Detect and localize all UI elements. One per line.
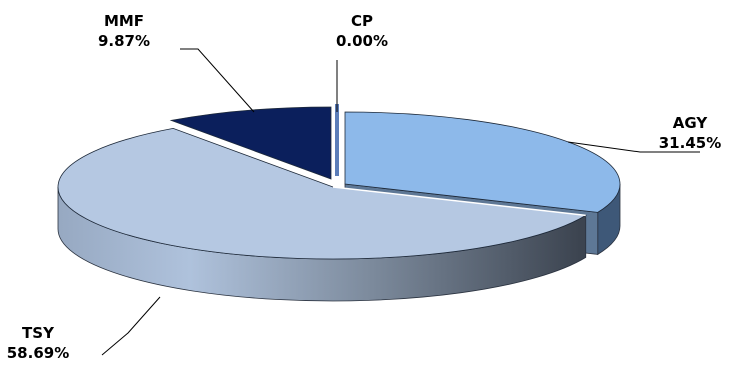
- slice-value-mmf: 9.87%: [98, 32, 150, 50]
- leader-line-tsy: [101, 296, 161, 356]
- slice-name-agy: AGY: [673, 114, 709, 132]
- pie-slice-edge-tsy: [332, 186, 586, 217]
- pie-slice-mmf: [169, 106, 332, 180]
- slice-value-cp: 0.00%: [336, 32, 388, 50]
- leader-line-agy: [567, 141, 700, 153]
- leader-lines: [101, 48, 700, 356]
- slice-labels: AGY 31.45% TSY 58.69% MMF 9.87% CP 0.00%: [7, 12, 721, 362]
- slice-name-cp: CP: [351, 12, 373, 30]
- slice-value-tsy: 58.69%: [7, 344, 69, 362]
- pie-tops: [57, 104, 621, 260]
- leader-line-mmf: [180, 48, 255, 113]
- pie-slice-agy: [344, 111, 621, 213]
- slice-name-tsy: TSY: [22, 324, 55, 342]
- slice-value-agy: 31.45%: [659, 134, 721, 152]
- slice-name-mmf: MMF: [104, 12, 144, 30]
- pie-slice-tsy: [57, 127, 587, 260]
